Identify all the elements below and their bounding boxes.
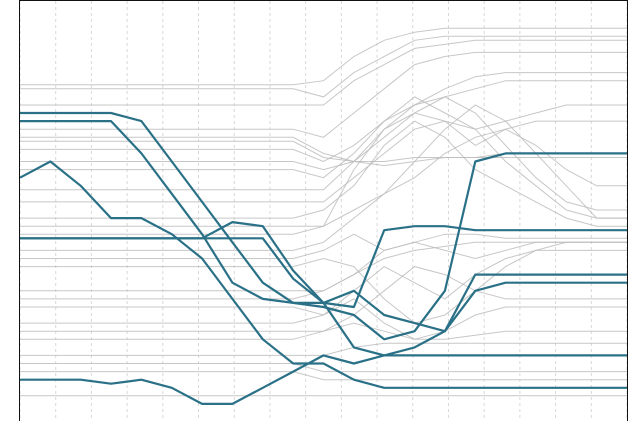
gray-series-line-15 — [20, 104, 627, 251]
gray-series-line-21 — [20, 298, 627, 340]
highlight-series-line-5 — [20, 225, 627, 309]
gray-series-group — [20, 27, 627, 397]
vertical-grid — [19, 1, 628, 421]
gray-series-line-4 — [20, 51, 627, 138]
highlight-series-line-3 — [19, 160, 627, 389]
gray-series-line-19 — [20, 241, 627, 300]
gray-series-line-8 — [20, 80, 627, 171]
highlight-series-group — [19, 111, 627, 405]
plot-frame — [19, 0, 628, 421]
gray-series-line-10 — [20, 112, 627, 191]
gray-series-line-17 — [20, 241, 627, 324]
gray-series-line-7 — [20, 72, 627, 163]
highlight-series-line-6 — [20, 354, 627, 405]
gray-series-line-9 — [20, 96, 627, 179]
gray-series-line-2 — [20, 35, 627, 98]
gray-series-line-5 — [20, 136, 627, 162]
gray-series-line-3 — [20, 39, 627, 106]
gray-series-line-26 — [20, 371, 627, 381]
gray-series-line-16 — [20, 233, 627, 259]
gray-series-line-23 — [20, 322, 627, 340]
gray-series-line-14 — [20, 96, 627, 235]
highlight-series-line-2 — [20, 120, 627, 341]
gray-series-line-25 — [20, 363, 627, 373]
gray-series-line-1 — [20, 27, 627, 86]
gray-series-line-11 — [20, 120, 627, 219]
